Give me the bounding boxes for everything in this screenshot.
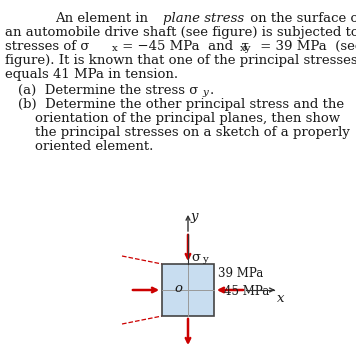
Text: 39 MPa: 39 MPa: [218, 267, 263, 280]
Bar: [162, 264, 214, 316]
Text: equals 41 MPa in tension.: equals 41 MPa in tension.: [5, 68, 178, 81]
Text: y: y: [191, 210, 199, 223]
Text: oriented element.: oriented element.: [35, 140, 153, 153]
Text: plane stress: plane stress: [163, 12, 244, 25]
Text: An element in: An element in: [55, 12, 152, 25]
Text: y: y: [202, 255, 208, 264]
Text: (a)  Determine the stress σ: (a) Determine the stress σ: [18, 84, 198, 97]
Text: .: .: [210, 84, 214, 97]
Text: figure). It is known that one of the principal stresses: figure). It is known that one of the pri…: [5, 54, 356, 67]
Text: x: x: [277, 292, 284, 305]
Text: xy: xy: [240, 44, 251, 53]
Text: on the surface of: on the surface of: [246, 12, 356, 25]
Text: stresses of σ: stresses of σ: [5, 40, 89, 53]
Text: = −45 MPa  and  τ: = −45 MPa and τ: [118, 40, 249, 53]
Text: o: o: [174, 281, 182, 294]
Text: orientation of the principal planes, then show: orientation of the principal planes, the…: [35, 112, 340, 125]
Text: y: y: [202, 88, 208, 97]
Text: (b)  Determine the other principal stress and the: (b) Determine the other principal stress…: [18, 98, 344, 111]
Text: = 39 MPa  (see: = 39 MPa (see: [256, 40, 356, 53]
Text: the principal stresses on a sketch of a properly: the principal stresses on a sketch of a …: [35, 126, 350, 139]
Text: an automobile drive shaft (see figure) is subjected to: an automobile drive shaft (see figure) i…: [5, 26, 356, 39]
Text: σ: σ: [191, 251, 200, 264]
Text: 45 MPa: 45 MPa: [224, 285, 269, 298]
Text: x: x: [112, 44, 118, 53]
